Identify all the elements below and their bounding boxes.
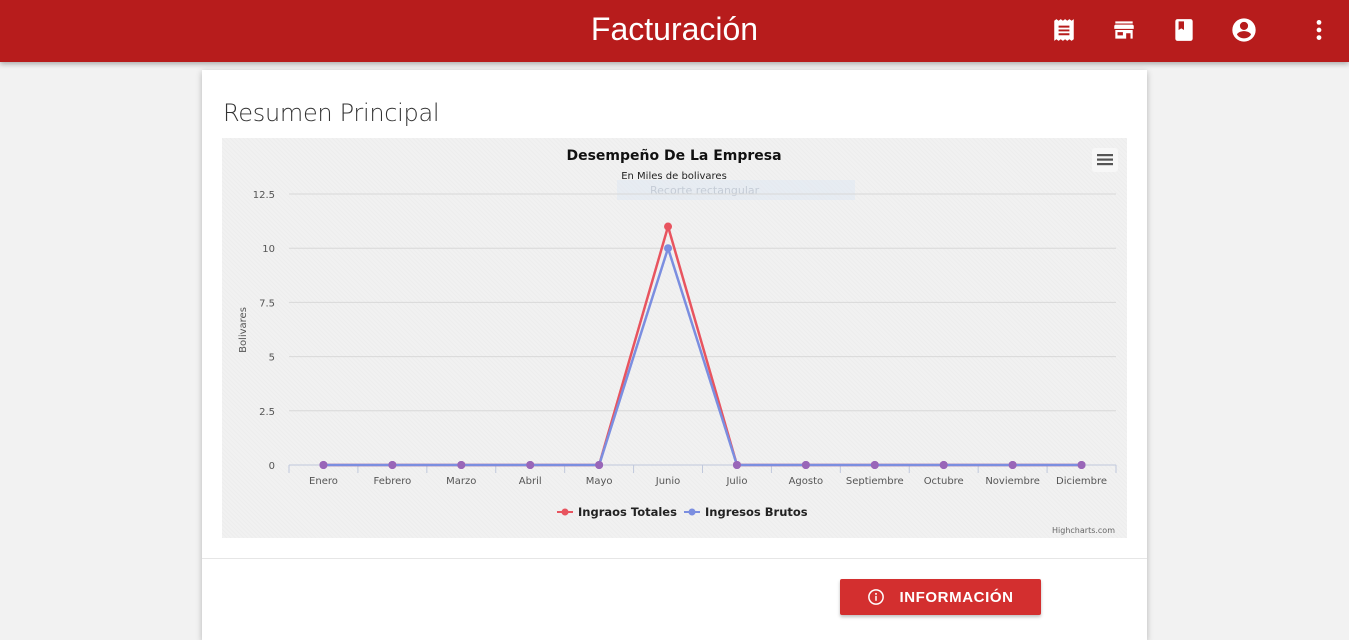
account-circle-icon[interactable]	[1230, 16, 1258, 44]
hamburger-menu-icon	[1097, 154, 1113, 166]
info-button[interactable]: INFORMACIÓN	[840, 579, 1041, 615]
selection-hint-box	[617, 180, 855, 200]
book-icon[interactable]	[1170, 16, 1198, 44]
legend-item[interactable]: Ingresos Brutos	[684, 505, 808, 519]
y-tick-label: 5	[269, 353, 275, 364]
data-point[interactable]	[939, 461, 948, 469]
x-tick-label: Febrero	[373, 476, 411, 487]
selection-hint-text: Recorte rectangular	[650, 184, 760, 197]
x-tick-label: Julio	[725, 476, 747, 487]
legend-label: Ingresos Brutos	[705, 505, 808, 519]
x-tick-label: Abril	[519, 476, 542, 487]
app-bar: Facturación	[0, 0, 1349, 62]
data-point[interactable]	[595, 461, 604, 469]
x-tick-label: Mayo	[586, 476, 613, 487]
info-button-label: INFORMACIÓN	[899, 588, 1014, 606]
series-group	[319, 244, 1086, 469]
data-point[interactable]	[457, 461, 466, 469]
x-tick-label: Enero	[309, 476, 338, 487]
y-tick-label: 10	[262, 244, 275, 255]
receipt-icon[interactable]	[1050, 16, 1078, 44]
x-tick-label: Marzo	[446, 476, 476, 487]
card-title: Resumen Principal	[223, 99, 440, 127]
chart-gridlines	[289, 193, 1116, 412]
store-icon[interactable]	[1110, 16, 1138, 44]
data-point[interactable]	[388, 461, 397, 469]
data-point[interactable]	[870, 461, 879, 469]
data-point[interactable]	[1077, 461, 1086, 469]
info-icon	[868, 589, 885, 605]
legend-item[interactable]: Ingraos Totales	[557, 505, 677, 519]
y-tick-label: 12.5	[253, 190, 275, 201]
chart-menu-button[interactable]	[1092, 148, 1118, 172]
x-tick-label: Octubre	[924, 476, 964, 487]
y-tick-label: 0	[269, 461, 275, 472]
x-tick-label: Noviembre	[985, 476, 1040, 487]
x-tick-label: Septiembre	[846, 476, 904, 487]
series-line	[323, 225, 1082, 467]
app-title: Facturación	[590, 11, 759, 47]
chart-legend[interactable]: Ingraos Totales Ingresos Brutos	[557, 505, 808, 519]
x-tick-label: Junio	[655, 476, 681, 487]
y-tick-label: 2.5	[259, 407, 275, 418]
chart-series	[319, 222, 1086, 469]
chart-credits[interactable]: Highcharts.com	[1052, 526, 1115, 535]
x-tick-label: Agosto	[789, 476, 824, 487]
x-axis-labels: Enero Febrero Marzo Abril Mayo Junio Julio Agos…	[309, 476, 1107, 487]
data-point[interactable]	[664, 244, 673, 253]
data-point[interactable]	[664, 222, 673, 231]
data-point[interactable]	[732, 461, 741, 469]
chart-title: Desempeño De La Empresa	[566, 148, 781, 164]
y-axis-title: Bolivares	[238, 307, 249, 353]
performance-chart[interactable]: Recorte rectangular Desempeño De La Empr…	[222, 138, 1127, 538]
legend-label: Ingraos Totales	[578, 505, 677, 519]
data-point[interactable]	[526, 461, 535, 469]
legend-marker	[688, 508, 696, 516]
chart-subtitle: En Miles de bolivares	[621, 171, 727, 182]
data-point[interactable]	[1008, 461, 1017, 469]
more-vert-icon[interactable]	[1305, 16, 1333, 44]
summary-card: Resumen Principal Recorte rectangular De…	[202, 70, 1147, 640]
series-line	[323, 246, 1082, 467]
data-point[interactable]	[801, 461, 810, 469]
y-axis-labels: 0 2.5 5 7.5 10 12.5	[253, 190, 275, 472]
data-point[interactable]	[319, 461, 328, 469]
x-tick-label: Diciembre	[1056, 476, 1107, 487]
series-group	[319, 222, 1086, 469]
card-divider	[202, 558, 1147, 559]
y-tick-label: 7.5	[259, 298, 275, 309]
legend-marker	[561, 508, 569, 516]
